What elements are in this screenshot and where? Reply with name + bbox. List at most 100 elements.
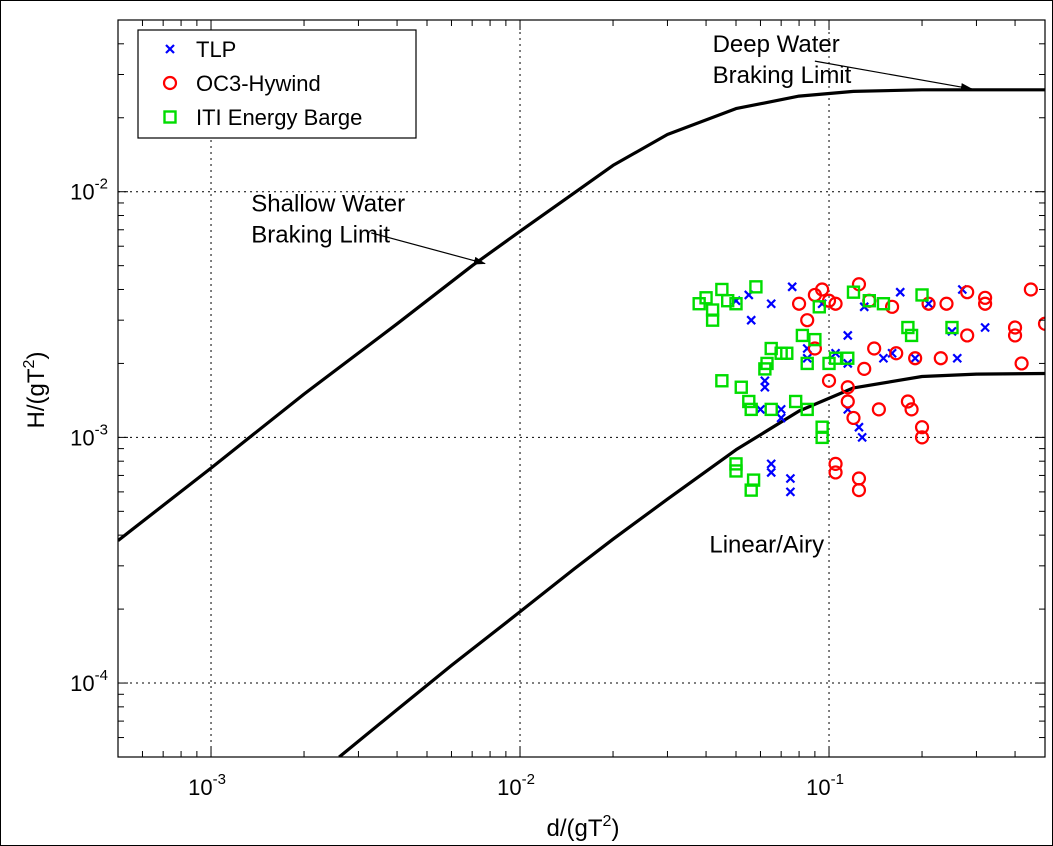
data-point	[884, 299, 900, 314]
data-point	[960, 285, 975, 300]
annotations: Deep Water Braking Limit Shallow Water Brak…	[251, 31, 973, 558]
data-point	[854, 422, 864, 432]
legend-label: TLP	[196, 37, 236, 62]
data-point	[840, 380, 855, 395]
annotation-arrow	[814, 60, 973, 91]
axis-ticks: 10-3 10-2 10-1 10-4 10-3 10-2	[70, 19, 1046, 800]
y-tick-label: 10-2	[70, 176, 108, 205]
data-point	[744, 483, 758, 497]
data-point	[857, 432, 867, 443]
legend: TLP OC3-Hywind ITI Energy Barge	[137, 29, 417, 139]
series-x	[731, 282, 990, 497]
data-point	[812, 300, 826, 314]
x-axis-label: d/(gT2)	[547, 813, 620, 842]
data-point	[851, 471, 867, 486]
data-point	[828, 351, 843, 365]
legend-marker	[162, 75, 178, 91]
data-point	[699, 291, 713, 305]
data-point	[910, 353, 920, 363]
data-point	[952, 353, 963, 363]
data-point	[904, 402, 919, 417]
x-tick-label: 10-1	[806, 771, 844, 800]
data-point	[1007, 320, 1023, 335]
x-tick-label: 10-3	[188, 771, 226, 800]
data-point	[787, 282, 797, 292]
data-point	[800, 402, 814, 417]
data-point	[901, 320, 915, 335]
data-point	[904, 328, 919, 343]
limit-curve	[338, 371, 1045, 757]
data-point	[1007, 328, 1023, 343]
data-point	[729, 457, 743, 471]
data-point	[749, 280, 763, 294]
data-point	[1037, 316, 1045, 331]
annotation-text: Braking Limit	[251, 222, 390, 249]
data-point	[776, 413, 786, 423]
data-point	[807, 341, 822, 356]
y-tick-label: 10-4	[70, 667, 108, 696]
data-point	[939, 296, 954, 311]
data-point	[933, 351, 948, 366]
data-point	[815, 430, 829, 445]
data-point	[734, 380, 748, 394]
data-point	[980, 322, 990, 333]
data-point	[766, 298, 776, 309]
data-point	[862, 294, 876, 308]
data-point	[715, 282, 729, 297]
data-point	[742, 394, 756, 409]
data-point	[914, 420, 930, 435]
data-point	[720, 294, 735, 308]
data-point	[780, 346, 794, 360]
data-point	[876, 297, 891, 311]
annotation-arrow	[371, 232, 486, 265]
data-point	[857, 361, 872, 376]
data-point	[978, 290, 993, 305]
data-point	[887, 348, 897, 359]
data-point	[862, 293, 877, 308]
data-point	[821, 373, 837, 388]
data-point	[766, 467, 776, 478]
data-point	[960, 328, 975, 343]
data-point	[867, 341, 882, 356]
data-point	[1014, 356, 1029, 371]
data-points	[692, 277, 1045, 498]
data-point	[828, 296, 843, 311]
data-point	[705, 303, 720, 317]
legend-marker	[165, 44, 175, 54]
data-point	[842, 330, 853, 341]
data-point	[846, 285, 861, 299]
data-point	[766, 459, 776, 469]
data-point	[828, 456, 843, 471]
data-point	[908, 351, 923, 366]
x-tick-label: 10-2	[497, 771, 535, 800]
data-point	[808, 332, 822, 347]
data-point	[776, 404, 786, 415]
data-point	[914, 430, 930, 445]
annotation-text: Linear/Airy	[709, 531, 824, 558]
limit-curve	[118, 88, 1045, 542]
data-point	[764, 402, 778, 417]
plot-frame	[117, 19, 1046, 758]
data-point	[846, 410, 861, 426]
data-point	[744, 402, 758, 417]
data-point	[895, 287, 906, 297]
annotation-text: Deep Water	[713, 31, 840, 58]
limit-curves	[118, 88, 1045, 757]
annotation-text: Shallow Water	[251, 191, 405, 218]
data-point	[945, 320, 959, 335]
data-point	[746, 315, 756, 325]
data-point	[788, 394, 803, 409]
data-point	[758, 362, 772, 376]
data-point	[851, 483, 867, 498]
data-point	[900, 394, 915, 409]
data-point	[841, 351, 855, 365]
data-point	[1023, 282, 1038, 297]
data-point	[785, 473, 796, 484]
data-point	[791, 296, 807, 311]
data-point	[729, 464, 743, 478]
legend-label: ITI Energy Barge	[196, 105, 362, 130]
data-point	[795, 328, 810, 343]
grid-lines	[118, 20, 1045, 757]
data-point	[978, 296, 993, 311]
